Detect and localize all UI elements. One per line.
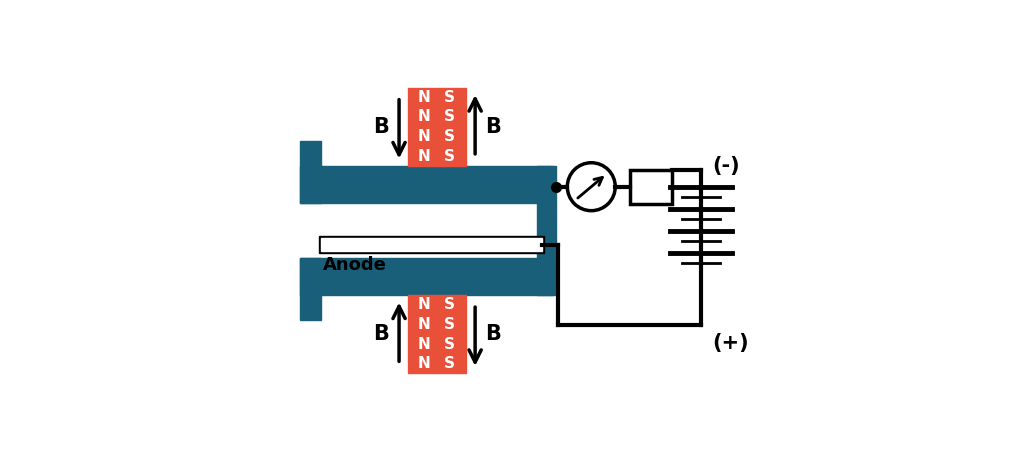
Text: N: N	[418, 148, 431, 164]
Text: S: S	[444, 297, 456, 313]
Text: (-): (-)	[713, 156, 740, 176]
Text: N: N	[418, 297, 431, 313]
Text: B: B	[485, 324, 502, 344]
Text: N: N	[418, 129, 431, 144]
Text: S: S	[444, 337, 456, 352]
Text: N: N	[418, 337, 431, 352]
Bar	[409, 88, 466, 166]
Text: B: B	[485, 117, 502, 137]
Text: S: S	[444, 356, 456, 371]
Text: B: B	[373, 117, 388, 137]
Bar	[631, 170, 672, 204]
Bar	[321, 238, 542, 251]
Bar	[300, 258, 321, 320]
Text: S: S	[444, 109, 456, 124]
Bar	[538, 166, 556, 295]
Text: B: B	[373, 324, 388, 344]
Text: S: S	[444, 148, 456, 164]
Text: N: N	[418, 90, 431, 105]
Text: S: S	[444, 90, 456, 105]
Bar	[300, 141, 321, 203]
Bar	[318, 236, 544, 253]
Bar	[409, 295, 466, 373]
Text: Anode: Anode	[323, 256, 387, 274]
Text: N: N	[418, 109, 431, 124]
Bar	[300, 166, 554, 203]
Bar	[300, 258, 554, 295]
Text: S: S	[444, 129, 456, 144]
Text: (+): (+)	[713, 333, 750, 354]
Text: N: N	[418, 317, 431, 332]
Text: S: S	[444, 317, 456, 332]
Text: N: N	[418, 356, 431, 371]
